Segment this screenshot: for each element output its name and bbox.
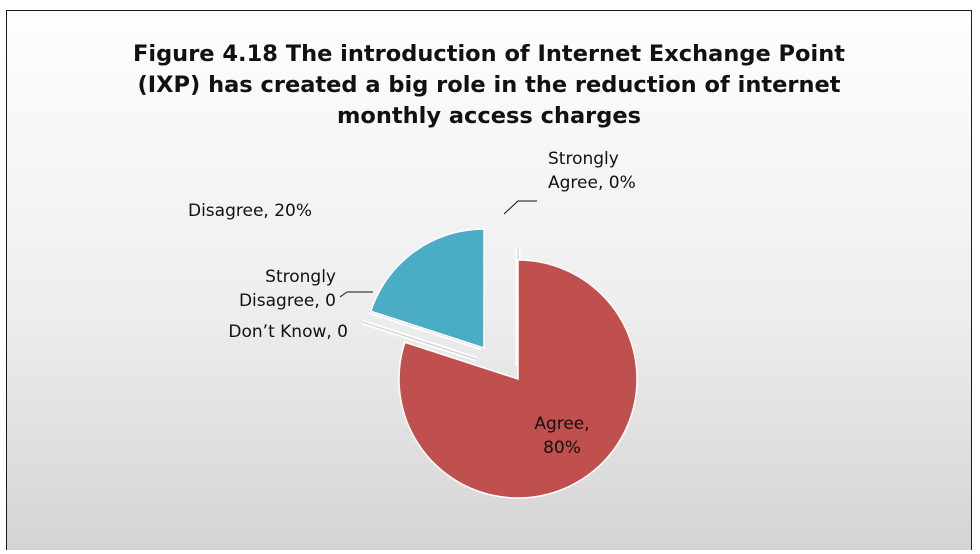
data-label-strongly-disagree: Strongly Disagree, 0 [239, 267, 336, 311]
pie-chart: Strongly Agree, 0% Agree, 80% Don’t Know, 0 S… [188, 149, 638, 499]
data-label-strongly-agree-line-2: Agree, 0% [548, 173, 636, 193]
data-label-strongly-disagree-line-1: Strongly [265, 267, 336, 287]
data-label-don-t-know: Don’t Know, 0 [228, 322, 348, 342]
pie-slice-agree [398, 259, 638, 499]
data-label-agree: Agree, 80% [534, 414, 589, 458]
chart-frame: Figure 4.18 The introduction of Internet… [6, 10, 972, 550]
leader-line-strongly-disagree [339, 291, 373, 298]
chart-title-line-1: Figure 4.18 The introduction of Internet… [132, 41, 845, 67]
data-label-agree-line-1: Agree, [534, 414, 589, 434]
data-label-agree-line-2: 80% [543, 438, 581, 458]
leader-line-strongly-agree [503, 200, 537, 215]
data-label-disagree-line-1: Disagree, 20% [188, 201, 312, 221]
chart-title-line-3: monthly access charges [336, 103, 642, 129]
data-label-disagree: Disagree, 20% [188, 201, 312, 221]
chart-title: Figure 4.18 The introduction of Internet… [7, 39, 971, 132]
pie-slice-don-t-know-edge [362, 321, 477, 360]
data-label-strongly-agree-line-1: Strongly [548, 149, 619, 169]
data-label-strongly-disagree-line-2: Disagree, 0 [239, 291, 336, 311]
chart-title-line-2: (IXP) has created a big role in the redu… [137, 72, 841, 98]
data-label-strongly-agree: Strongly Agree, 0% [548, 149, 636, 193]
pie-slice-disagree [369, 228, 485, 350]
data-label-don-t-know-line-1: Don’t Know, 0 [228, 322, 348, 342]
